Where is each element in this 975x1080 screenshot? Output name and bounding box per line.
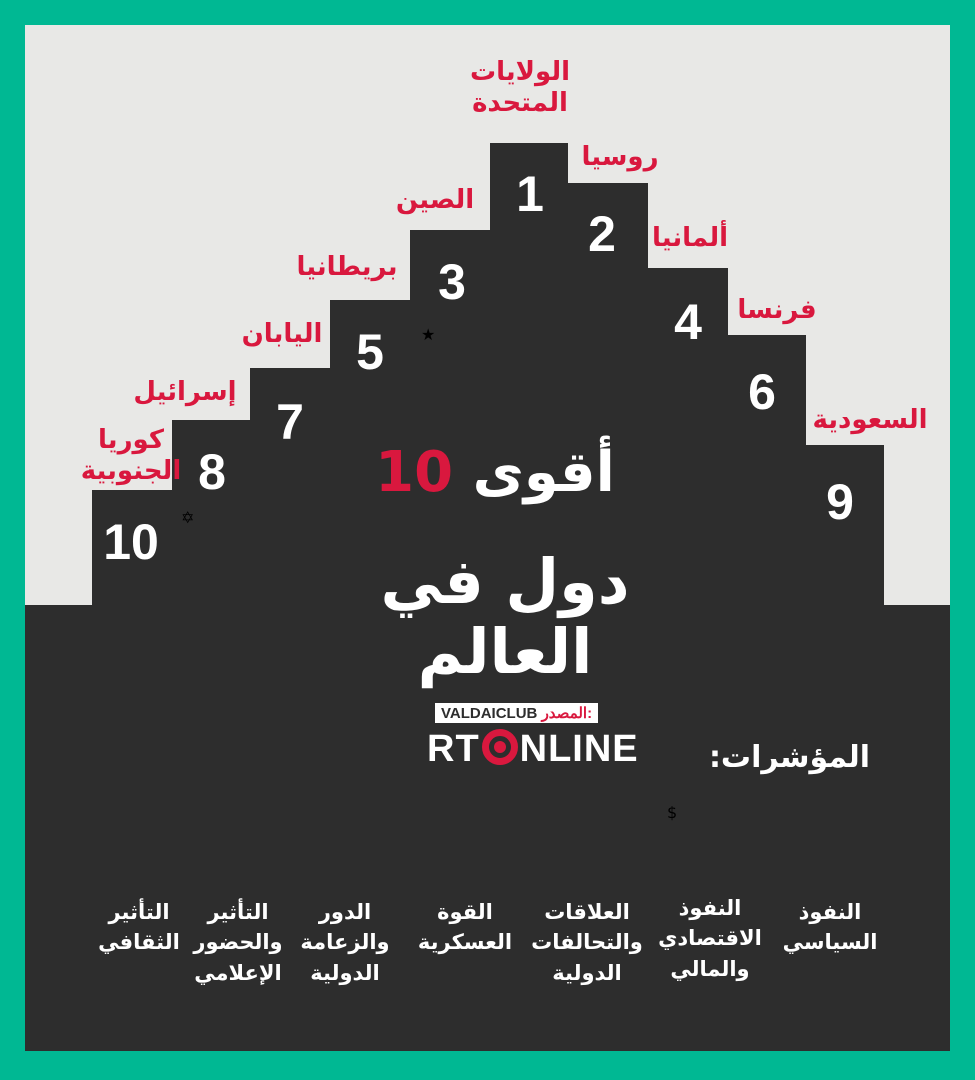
japan-flag: [259, 458, 321, 498]
country-name-line: الصين: [395, 185, 475, 215]
country-name: فرنسا: [737, 295, 816, 326]
infographic: الولايات المتحدة 1 روسيا 2 الصين 3 ★ ألمانيا 4 بري…: [25, 25, 950, 1051]
indicators-heading: المؤشرات:: [708, 740, 870, 775]
indicator-label-line: الدور: [318, 900, 372, 924]
country-name-line: الولايات: [470, 57, 570, 87]
globe-dollar-icon: $: [667, 803, 753, 889]
indicator-label-line: القوة: [437, 900, 493, 924]
staircase: [25, 143, 950, 1051]
indicator-label-line: التأثير: [108, 900, 170, 924]
rt-online-logo: RT NLINE: [427, 725, 639, 771]
government-building-icon: [787, 803, 873, 889]
indicator-label: النفوذ الاقتصادي والمالي: [658, 893, 762, 984]
svg-text:$: $: [667, 803, 678, 822]
title-number: 10: [375, 440, 454, 505]
indicator-label-line: الثقافي: [98, 930, 180, 955]
country-name: اليابان: [242, 319, 323, 350]
country-name: بريطانيا: [297, 252, 398, 283]
indicator-label-line: والتحالفات: [531, 930, 643, 955]
rank-number: 9: [826, 474, 854, 530]
indicator-label-line: العلاقات: [544, 900, 630, 924]
country-name-line: اليابان: [241, 319, 323, 349]
indicator-label-line: الاقتصادي: [658, 926, 762, 951]
country-name-line: فرنسا: [737, 295, 817, 325]
svg-text:★: ★: [421, 325, 436, 344]
indicator-label-line: السياسي: [782, 930, 878, 955]
country-name: ألمانيا: [652, 223, 728, 254]
title-prefix: أقوى: [472, 440, 615, 505]
indicator-label-line: التأثير: [207, 900, 269, 924]
indicator-label-line: الدولية: [310, 960, 380, 985]
play-button-icon: [195, 803, 281, 889]
indicator-label: الدور والزعامة الدولية: [300, 897, 389, 988]
rank-number: 5: [356, 324, 384, 380]
rt-target-icon: [481, 729, 518, 765]
country-name: كوريا الجنوبية: [81, 425, 181, 487]
theater-masks-icon: [96, 803, 182, 889]
israel-flag: ✡: [181, 508, 243, 548]
country-name: السعودية: [813, 405, 928, 436]
indicator-label-line: العسكرية: [417, 930, 513, 955]
svg-text:✡: ✡: [181, 508, 195, 527]
china-flag: ★: [421, 325, 483, 365]
country-name-line: ألمانيا: [651, 223, 729, 253]
indicator-label-line: النفوذ: [678, 896, 742, 920]
indicator-label-line: والمالي: [670, 956, 750, 981]
saudi-flag: [809, 535, 871, 575]
south-korea-flag: [100, 575, 162, 615]
rank-number: 4: [674, 294, 702, 350]
country-name: روسيا: [581, 142, 658, 173]
rank-number: 8: [198, 444, 226, 500]
indicator-label: العلاقات والتحالفات الدولية: [531, 897, 643, 988]
country-name-line: كوريا: [98, 425, 164, 455]
country-name-line: الجنوبية: [80, 456, 182, 487]
soldier-icon: [422, 803, 508, 889]
title-line-1: أقوى 10: [375, 440, 615, 505]
brand-right: NLINE: [519, 728, 639, 770]
rank-number: 2: [588, 206, 616, 262]
france-flag: [731, 428, 793, 468]
speaker-podium-icon: [302, 803, 388, 889]
usa-flag: [499, 238, 561, 278]
rank-number: 3: [438, 254, 466, 310]
indicator-label-line: والزعامة: [300, 930, 390, 955]
title-line-3: العالم: [417, 615, 593, 688]
indicator-label: التأثير والحضور الإعلامي: [193, 897, 282, 988]
rank-number: 7: [276, 394, 304, 450]
uk-flag: [339, 388, 401, 428]
rank-number: 6: [748, 364, 776, 420]
country-name-line: بريطانيا: [296, 252, 398, 282]
source-label: المصدر:: [541, 705, 593, 722]
globe-icon: [544, 803, 630, 889]
source-badge: VALDAICLUB المصدر:: [435, 703, 599, 723]
indicator-label-line: والحضور: [193, 930, 283, 955]
country-name-line: السعودية: [812, 405, 928, 435]
indicator-label: النفوذ السياسي: [783, 897, 878, 958]
rank-number: 10: [103, 514, 159, 570]
russia-flag: [571, 275, 633, 315]
country-name-line: إسرائيل: [133, 377, 237, 407]
indicator-label-line: الدولية: [552, 960, 622, 985]
country-name: إسرائيل: [133, 377, 236, 408]
indicator-label: القوة العسكرية: [418, 897, 512, 958]
country-name-line: المتحدة: [472, 88, 568, 119]
country-name: الولايات المتحدة: [470, 57, 570, 119]
country-name-line: روسيا: [581, 142, 659, 172]
indicator-label-line: الإعلامي: [194, 960, 282, 985]
germany-flag: [657, 358, 719, 398]
source-name: VALDAICLUB: [441, 705, 538, 722]
indicator-label-line: النفوذ: [798, 900, 862, 924]
brand-left: RT: [427, 728, 480, 770]
title-line-2: دول في: [380, 545, 630, 618]
rank-number: 1: [516, 166, 544, 222]
country-name: الصين: [396, 185, 474, 216]
indicator-label: التأثير الثقافي: [98, 897, 180, 958]
